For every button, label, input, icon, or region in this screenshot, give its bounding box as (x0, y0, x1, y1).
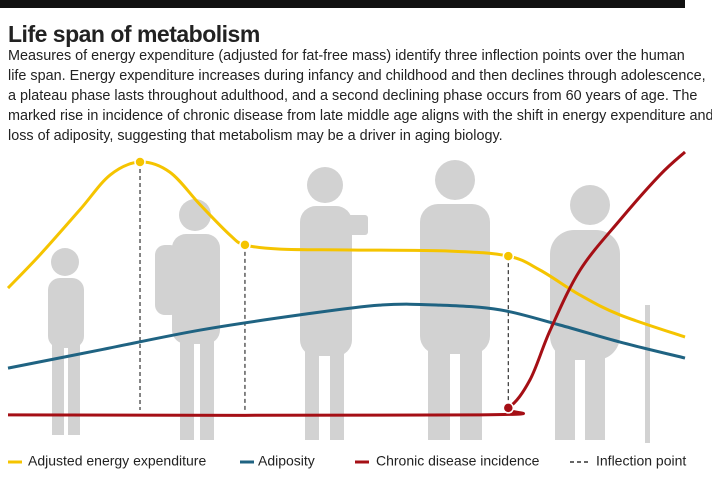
series-line (7, 302, 686, 370)
description-line: loss of adiposity, suggesting that metab… (8, 128, 503, 144)
description-line: Measures of energy expenditure (adjusted… (8, 48, 685, 64)
legend-label: Adiposity (258, 453, 315, 469)
top-bar (0, 0, 685, 8)
inflection-dot (239, 239, 251, 251)
inflection-dot (502, 402, 515, 414)
legend-label: Adjusted energy expenditure (28, 453, 206, 469)
legend-label: Chronic disease incidence (376, 453, 540, 469)
legend-label: Inflection point (596, 453, 686, 469)
series-line (7, 150, 687, 417)
description-line: marked rise in incidence of chronic dise… (8, 108, 712, 124)
description-line: a plateau phase lasts throughout adultho… (8, 88, 697, 104)
silhouettes (48, 160, 650, 443)
chart-title: Life span of metabolism (8, 21, 260, 47)
inflection-dot (502, 250, 515, 262)
inflection-dot (134, 156, 146, 168)
description-line: life span. Energy expenditure increases … (8, 68, 706, 84)
